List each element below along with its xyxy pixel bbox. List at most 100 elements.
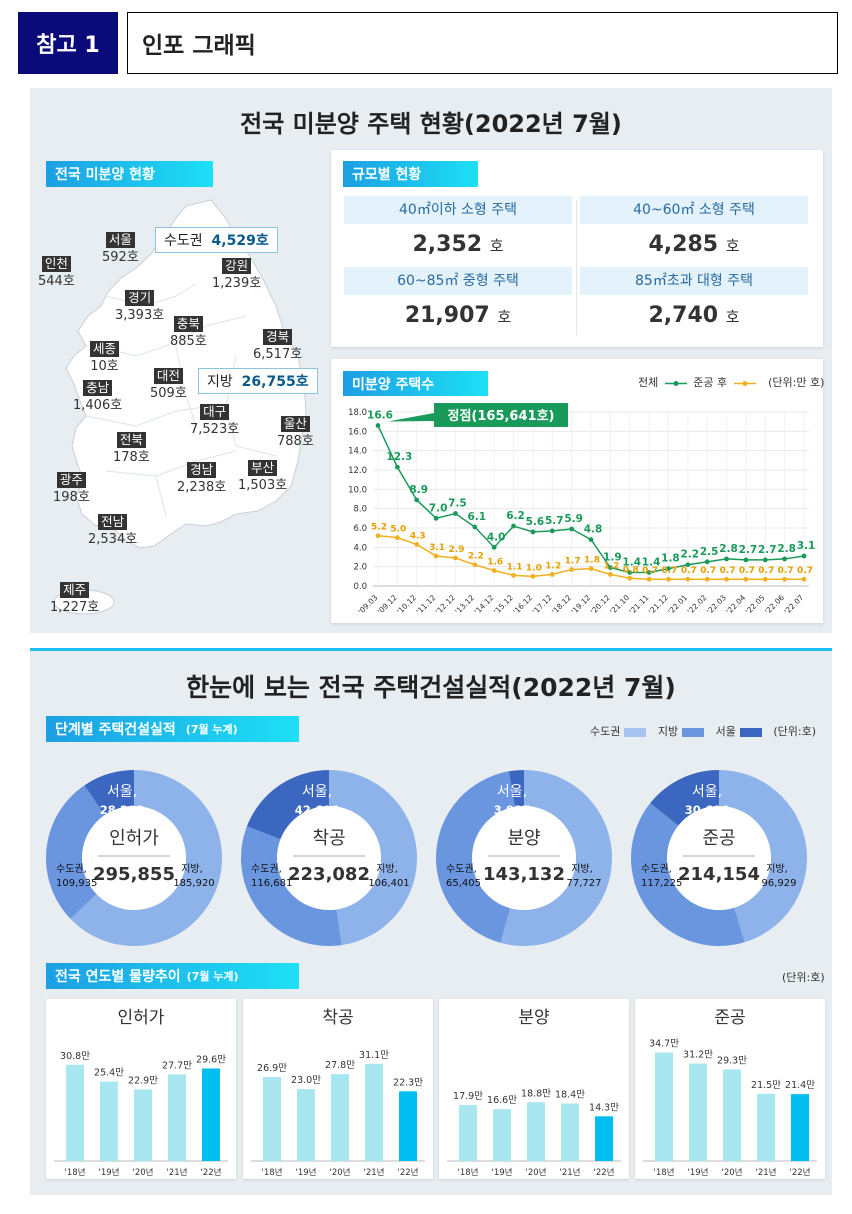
series-point-1	[472, 562, 478, 568]
region-value: 1,239호	[212, 276, 262, 291]
donut-total: 223,082	[288, 864, 370, 885]
bar-category-label: '21년	[364, 1167, 385, 1178]
region-name: 전북	[116, 432, 146, 448]
donut-total: 143,132	[483, 864, 565, 885]
region-name: 경기	[125, 290, 155, 306]
region-name: 광주	[56, 472, 86, 488]
region-value: 2,534호	[88, 532, 138, 547]
bar-data-label: 29.6만	[196, 1055, 226, 1066]
bar	[297, 1089, 315, 1161]
bar	[263, 1076, 281, 1161]
series-point-1	[414, 542, 420, 547]
region-5: 경북 6,517호	[253, 329, 302, 363]
region-value: 788호	[277, 434, 314, 449]
region-value: 1,227호	[50, 600, 100, 615]
local-callout-label: 지방	[207, 374, 233, 390]
bar-chart: 착공 26.9만 '18년 23.0만 '19년 27.8만 '20년 31.1만 '21년 22…	[251, 1008, 425, 1178]
x-tick-label: '22.06	[763, 593, 786, 616]
series-point-0	[762, 557, 768, 563]
capital-callout-value: 4,529호	[211, 233, 269, 249]
x-tick-label: '20.12	[589, 593, 612, 616]
data-label-0: 6.1	[468, 511, 487, 523]
series-point-1	[801, 576, 807, 582]
legend-completed-swatch	[733, 380, 756, 386]
region-name: 부산	[248, 460, 278, 476]
bar-category-label: '19년	[99, 1167, 120, 1178]
donut-capital-label: 수도권,	[251, 863, 282, 875]
y-tick-label: 14.0	[348, 447, 367, 457]
line-chart: 0.0 2.0 4.0 6.0 8.0 10.0 12.0 14.0 16.0 18.0 '09.0…	[348, 403, 815, 616]
region-value: 885호	[170, 334, 207, 349]
bar	[723, 1069, 741, 1161]
region-name: 대구	[200, 404, 230, 420]
series-point-1	[530, 573, 536, 579]
region-name: 경북	[263, 329, 293, 345]
scale-cell-unit: 호	[489, 237, 504, 255]
bar-data-label: 16.6만	[487, 1095, 517, 1106]
data-label-0: 5.9	[564, 513, 583, 525]
legend-seoul-swatch	[739, 727, 762, 737]
region-value: 2,238호	[177, 480, 227, 495]
x-tick-label: '17.12	[531, 593, 554, 616]
bar-category-label: '19년	[296, 1167, 317, 1178]
scale-cell-label: 40~60㎡ 소형 주택	[580, 196, 808, 224]
bar-data-label: 29.3만	[717, 1055, 747, 1066]
scale-divider	[576, 200, 577, 335]
region-name: 인천	[41, 256, 71, 272]
region-10: 울산 788호	[277, 416, 314, 450]
donut-seoul-value: 3,937	[494, 803, 530, 817]
bar	[595, 1116, 613, 1161]
bar-category-label: '22년	[398, 1167, 419, 1178]
data-label-1: 1.7	[565, 557, 581, 567]
region-value: 6,517호	[253, 347, 303, 362]
donut-slice-seoul	[246, 770, 329, 840]
series-point-0	[453, 511, 458, 516]
legend-total-label: 전체	[638, 376, 659, 389]
data-label-0: 4.8	[584, 524, 603, 536]
donut-slice-seoul	[84, 770, 134, 816]
legend-capital-swatch	[624, 727, 647, 737]
legend-local-swatch	[682, 727, 705, 737]
data-label-0: 8.9	[409, 484, 428, 496]
region-value: 7,523호	[190, 422, 240, 437]
donut-tag-label: 단계별 주택건설실적	[55, 722, 176, 738]
bar	[365, 1063, 383, 1161]
bar-category-label: '19년	[492, 1167, 513, 1178]
bar	[527, 1102, 545, 1161]
bar	[399, 1091, 417, 1161]
bar-panel-title: 착공	[322, 1008, 353, 1028]
bar-category-label: '20년	[526, 1167, 547, 1178]
bar	[100, 1081, 118, 1161]
scale-cell-label: 85㎡초과 대형 주택	[580, 267, 808, 295]
korea-mainland-shape	[65, 199, 307, 549]
series-point-0	[491, 544, 497, 550]
series-point-0	[375, 423, 381, 428]
scale-cell-value: 2,740 호	[580, 303, 808, 328]
donut-hole	[472, 806, 576, 910]
region-name: 서울	[105, 232, 135, 248]
line-tag: 미분양 주택수	[343, 371, 488, 396]
region-4: 충북 885호	[170, 316, 207, 350]
bar-data-label: 31.2만	[683, 1050, 713, 1061]
data-label-0: 12.3	[386, 451, 412, 463]
series-point-1	[569, 567, 575, 572]
series-point-0	[666, 566, 671, 571]
data-label-1: 3.1	[429, 543, 445, 553]
scale-tag: 규모별 현황	[343, 161, 478, 187]
data-label-0: 2.8	[719, 543, 738, 555]
series-point-1	[375, 533, 381, 539]
x-tick-label: '14.12	[473, 593, 496, 616]
capital-callout: 수도권 4,529호	[155, 227, 278, 253]
donut-seoul-label: 서울,	[497, 784, 527, 800]
data-label-1: 2.2	[468, 552, 484, 562]
series-point-0	[511, 523, 516, 529]
bar-tag-label: 전국 연도별 물량추이	[55, 969, 181, 985]
series-point-0	[433, 515, 439, 521]
bar	[331, 1074, 349, 1161]
donut-seoul-value: 42,696	[295, 803, 339, 817]
scale-cell-number: 4,285	[648, 232, 726, 257]
donut-charts: 인허가 295,855 수도권, 109,935 지방, 185,920 서울, 28,200…	[45, 770, 808, 946]
data-label-0: 6.2	[506, 510, 525, 522]
x-tick-label: '12.12	[434, 593, 457, 616]
region-name: 충북	[173, 316, 203, 332]
